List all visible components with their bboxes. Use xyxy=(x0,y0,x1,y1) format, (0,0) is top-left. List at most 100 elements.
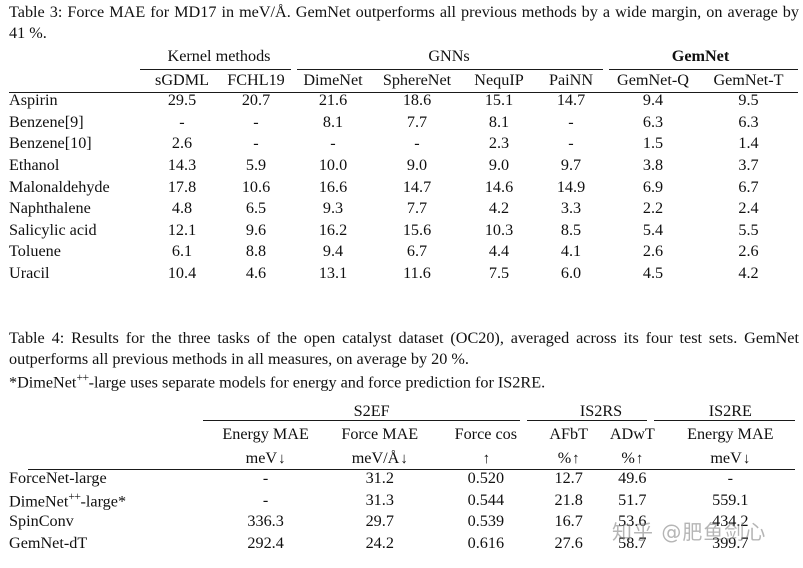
table-row: Salicylic acid 12.1 9.6 16.2 15.6 10.3 8.5 5.4 5… xyxy=(9,220,796,242)
table3-cell: 6.7 xyxy=(406,242,428,261)
table4-unit-text: % xyxy=(621,449,635,467)
table4: S2EF IS2RS IS2RE Energy MAE Force MAE Fo… xyxy=(9,400,796,554)
table3-group-gemnet: GemNet xyxy=(671,47,730,65)
table3-head: Kernel methods GNNs GemNet sGDML FCHL19 … xyxy=(9,44,796,90)
table4-cell: 0.539 xyxy=(467,512,505,531)
table3-cell: 8.1 xyxy=(488,112,510,131)
table3-cell: 9.5 xyxy=(738,91,759,110)
table3-cell: 2.6 xyxy=(171,134,193,153)
table3-cell: 1.5 xyxy=(642,134,664,153)
table3-row-label: Malonaldehyde xyxy=(9,177,110,196)
table4-col-force-cos: Force cos xyxy=(454,425,518,443)
table3-cell: 18.6 xyxy=(402,91,432,110)
table3-row-label: Salicylic acid xyxy=(9,220,97,239)
table3-cell: 8.8 xyxy=(245,242,267,261)
table3-group-spacer xyxy=(9,44,145,66)
table4-cell: - xyxy=(262,490,269,509)
table4-cell: - xyxy=(262,469,269,488)
table3-cell: 4.5 xyxy=(642,264,664,283)
table4-col-afbt: AFbT xyxy=(549,425,588,443)
table3-cell: 2.2 xyxy=(642,199,664,218)
table4-row-label: GemNet-dT xyxy=(9,533,206,555)
table3-group-row: Kernel methods GNNs GemNet xyxy=(9,44,796,66)
table-row: Benzene[10] 2.6 - - - 2.3 - 1.5 1.4 xyxy=(9,133,796,155)
table3-col-fchl19: FCHL19 xyxy=(227,71,285,89)
table3-row-label: Uracil xyxy=(9,264,50,283)
table-row: Benzene[9] - - 8.1 7.7 8.1 - 6.3 6.3 xyxy=(9,112,796,134)
table3-cell: 21.6 xyxy=(318,91,348,110)
table4-col-adwt: ADwT xyxy=(609,425,655,443)
table4-col-force-mae: Force MAE xyxy=(341,425,419,443)
table4-body: ForceNet-large -31.2 0.520 12.7 49.6- DimeNet… xyxy=(9,468,796,554)
table-row: Toluene 6.1 8.8 9.4 6.7 4.4 4.1 2.6 2.6 xyxy=(9,241,796,263)
table3-cell: 6.3 xyxy=(738,112,759,131)
table3-cell: 3.3 xyxy=(560,199,582,218)
table3-cell: 9.4 xyxy=(642,91,664,110)
table3-cell: 2.3 xyxy=(488,134,510,153)
table3-cell: 20.7 xyxy=(241,91,271,110)
table3-col-gemnet-q: GemNet-Q xyxy=(617,71,689,89)
table4-unit-cell: meV↓ xyxy=(665,444,796,468)
table4-group-is2re: IS2RE xyxy=(708,402,752,420)
table4-unit-cell: %↑ xyxy=(600,444,665,468)
table3-cell: 9.0 xyxy=(488,156,510,175)
table3-cell: 14.7 xyxy=(402,177,432,196)
table4-cell: 0.544 xyxy=(467,490,505,509)
table3-cell: 4.1 xyxy=(560,242,582,261)
table3-cell: 6.0 xyxy=(560,264,582,283)
table4-footnote-pre: *DimeNet xyxy=(9,373,77,392)
table3-cmidrule-gnns xyxy=(297,69,603,70)
table3-cell: 7.7 xyxy=(406,199,428,218)
table4-unit-arrow-icon: ↑ xyxy=(635,451,644,467)
table4-col-energy-mae-is2re: Energy MAE xyxy=(687,425,774,443)
table3-cell: 9.0 xyxy=(406,156,428,175)
table3-row-label: Aspirin xyxy=(9,91,58,110)
table3-cell: 3.8 xyxy=(642,156,664,175)
table4-cell: 292.4 xyxy=(247,533,284,552)
table3-cell: 13.1 xyxy=(318,264,348,283)
table3-cell: 10.4 xyxy=(167,264,197,283)
table4-unit-cell: meV/Å↓ xyxy=(325,444,434,468)
table4-cell: 21.8 xyxy=(554,490,583,509)
table3-cmidrule-kernel xyxy=(140,69,291,70)
table4-unit-arrow-icon: ↑ xyxy=(482,451,491,467)
table-row: Naphthalene 4.8 6.5 9.3 7.7 4.2 3.3 2.2 2.4 xyxy=(9,198,796,220)
table4-group-row: S2EF IS2RS IS2RE xyxy=(9,400,796,421)
table3-cell: 10.3 xyxy=(484,220,514,239)
table3-cell: 2.4 xyxy=(738,199,759,218)
table4-cell: 12.7 xyxy=(554,469,583,488)
table3-cell: 11.6 xyxy=(403,264,431,283)
table3-cell: 1.4 xyxy=(738,134,759,153)
table3-group-gnns: GNNs xyxy=(428,47,470,65)
table4-header-spacer xyxy=(9,421,206,444)
table3-cell: 15.6 xyxy=(402,220,432,239)
table4-cell: 434.2 xyxy=(712,512,749,531)
table4-cell: 336.3 xyxy=(247,512,284,531)
table3-cell: 29.5 xyxy=(167,91,197,110)
table3-cell: - xyxy=(568,112,574,131)
table4-caption: Table 4: Results for the three tasks of … xyxy=(9,328,799,394)
table3-body: Aspirin 29.5 20.7 21.6 18.6 15.1 14.7 9.4 9.5 Ben… xyxy=(9,90,796,284)
table4-unit-text: meV xyxy=(245,449,278,467)
table-row: Uracil 10.4 4.6 13.1 11.6 7.5 6.0 4.5 4.2 xyxy=(9,263,796,285)
table3-col-nequip: NequIP xyxy=(474,71,524,89)
table4-unit-cell: meV↓ xyxy=(206,444,325,468)
table3-cell: 10.6 xyxy=(241,177,271,196)
table3-cell: - xyxy=(330,134,336,153)
table3-cell: 5.5 xyxy=(738,220,759,239)
table4-unit-cell: ↑ xyxy=(434,444,537,468)
table3-col-sgdml: sGDML xyxy=(155,71,209,89)
table-row: GemNet-dT 292.4 24.2 0.616 27.6 58.7 399.7 xyxy=(9,533,796,555)
table3-cell: 4.2 xyxy=(488,199,510,218)
table-row: Aspirin 29.5 20.7 21.6 18.6 15.1 14.7 9.4 9.5 xyxy=(9,90,796,112)
table3-caption: Table 3: Force MAE for MD17 in meV/Å. Ge… xyxy=(9,3,799,43)
table-row: ForceNet-large - 31.2 0.520 12.7 49.6 - xyxy=(9,468,796,490)
table3-cell: - xyxy=(414,134,420,153)
table4-unit-arrow-icon: ↑ xyxy=(572,451,580,467)
table3-cell: 12.1 xyxy=(167,220,197,239)
table4-header-row: Energy MAE Force MAE Force cos AFbT ADwT… xyxy=(9,421,796,444)
table3-cell: 9.7 xyxy=(560,156,582,175)
table3-row-label: Benzene[10] xyxy=(9,134,92,153)
table3-cell: 4.8 xyxy=(171,199,193,218)
table3-cell: - xyxy=(179,112,185,131)
